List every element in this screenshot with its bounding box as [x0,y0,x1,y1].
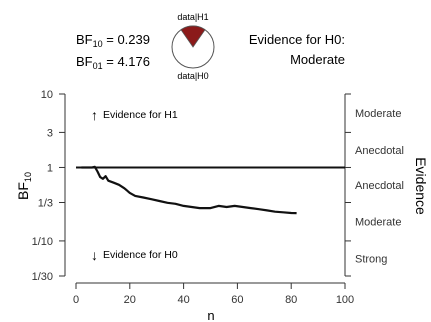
evidence-h1-annotation: Evidence for H1 [103,109,178,121]
y-tick-label: 3 [47,127,53,139]
y-axis-title: BF10 [15,172,33,200]
evidence-band-label: Strong [355,253,387,265]
pie-slice-h1 [180,25,206,48]
pie-top-label: data|H1 [177,12,208,22]
y-tick-label: 1/30 [32,271,53,283]
x-axis-title: n [207,308,214,322]
evidence-band-label: Anecdotal [355,180,404,192]
x-tick-label: 20 [124,294,136,306]
x-tick-label: 40 [177,294,189,306]
y-ticks: 10 3 1 1/3 1/10 1/30 [32,89,65,283]
y-tick-label: 1/10 [32,236,53,248]
y-tick-label: 1/3 [38,198,53,210]
evidence-h0-annotation: Evidence for H0 [103,249,178,261]
arrow-down-icon: ↓ [91,247,98,263]
evidence-band-lines [345,93,351,277]
evidence-band-label: Moderate [355,108,401,120]
evidence-summary-line1: Evidence for H0: [249,32,345,47]
x-tick-label: 0 [73,294,79,306]
y-tick-label: 1 [47,162,53,174]
bf10-text: BF10 = 0.239 [76,32,150,49]
arrow-up-icon: ↑ [91,107,98,123]
bf01-text: BF01 = 4.176 [76,54,150,71]
evidence-band-label: Moderate [355,217,401,229]
pie-chart [171,25,215,69]
evidence-summary-line2: Moderate [290,52,345,67]
bf-series-line [81,165,297,215]
right-axis-title: Evidence [413,157,429,215]
x-tick-label: 80 [285,294,297,306]
x-tick-label: 100 [336,294,354,306]
y-tick-label: 10 [41,89,53,101]
evidence-band-label: Anecdotal [355,145,404,157]
evidence-band-labels: Moderate Anecdotal Anecdotal Moderate Strong [355,108,404,265]
x-tick-label: 60 [231,294,243,306]
x-ticks: 0 20 40 60 80 100 [73,283,354,306]
pie-bottom-label: data|H0 [177,71,208,81]
